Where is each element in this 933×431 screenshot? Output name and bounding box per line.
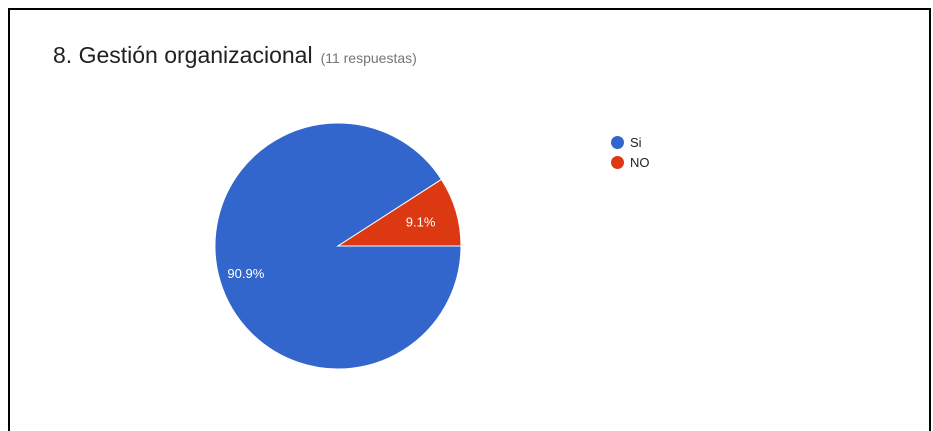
chart-card: 8. Gestión organizacional (11 respuestas)…: [8, 8, 931, 431]
response-count: (11 respuestas): [320, 50, 417, 66]
pie-slice-no[interactable]: [336, 178, 462, 247]
legend-swatch-no: [611, 155, 624, 169]
pie-chart: 90.9% 9.1%: [214, 122, 462, 370]
legend-label-si: Si: [630, 134, 642, 150]
question-title: 8. Gestión organizacional: [53, 42, 313, 68]
pie-label-no: 9.1%: [406, 215, 436, 230]
pie-label-si: 90.9%: [227, 266, 264, 281]
question-header: 8. Gestión organizacional (11 respuestas): [53, 42, 417, 69]
legend-item-no[interactable]: NO: [611, 152, 650, 172]
legend-swatch-si: [611, 135, 624, 149]
chart-legend: Si NO: [611, 132, 650, 172]
legend-item-si[interactable]: Si: [611, 132, 650, 152]
legend-label-no: NO: [630, 154, 650, 170]
